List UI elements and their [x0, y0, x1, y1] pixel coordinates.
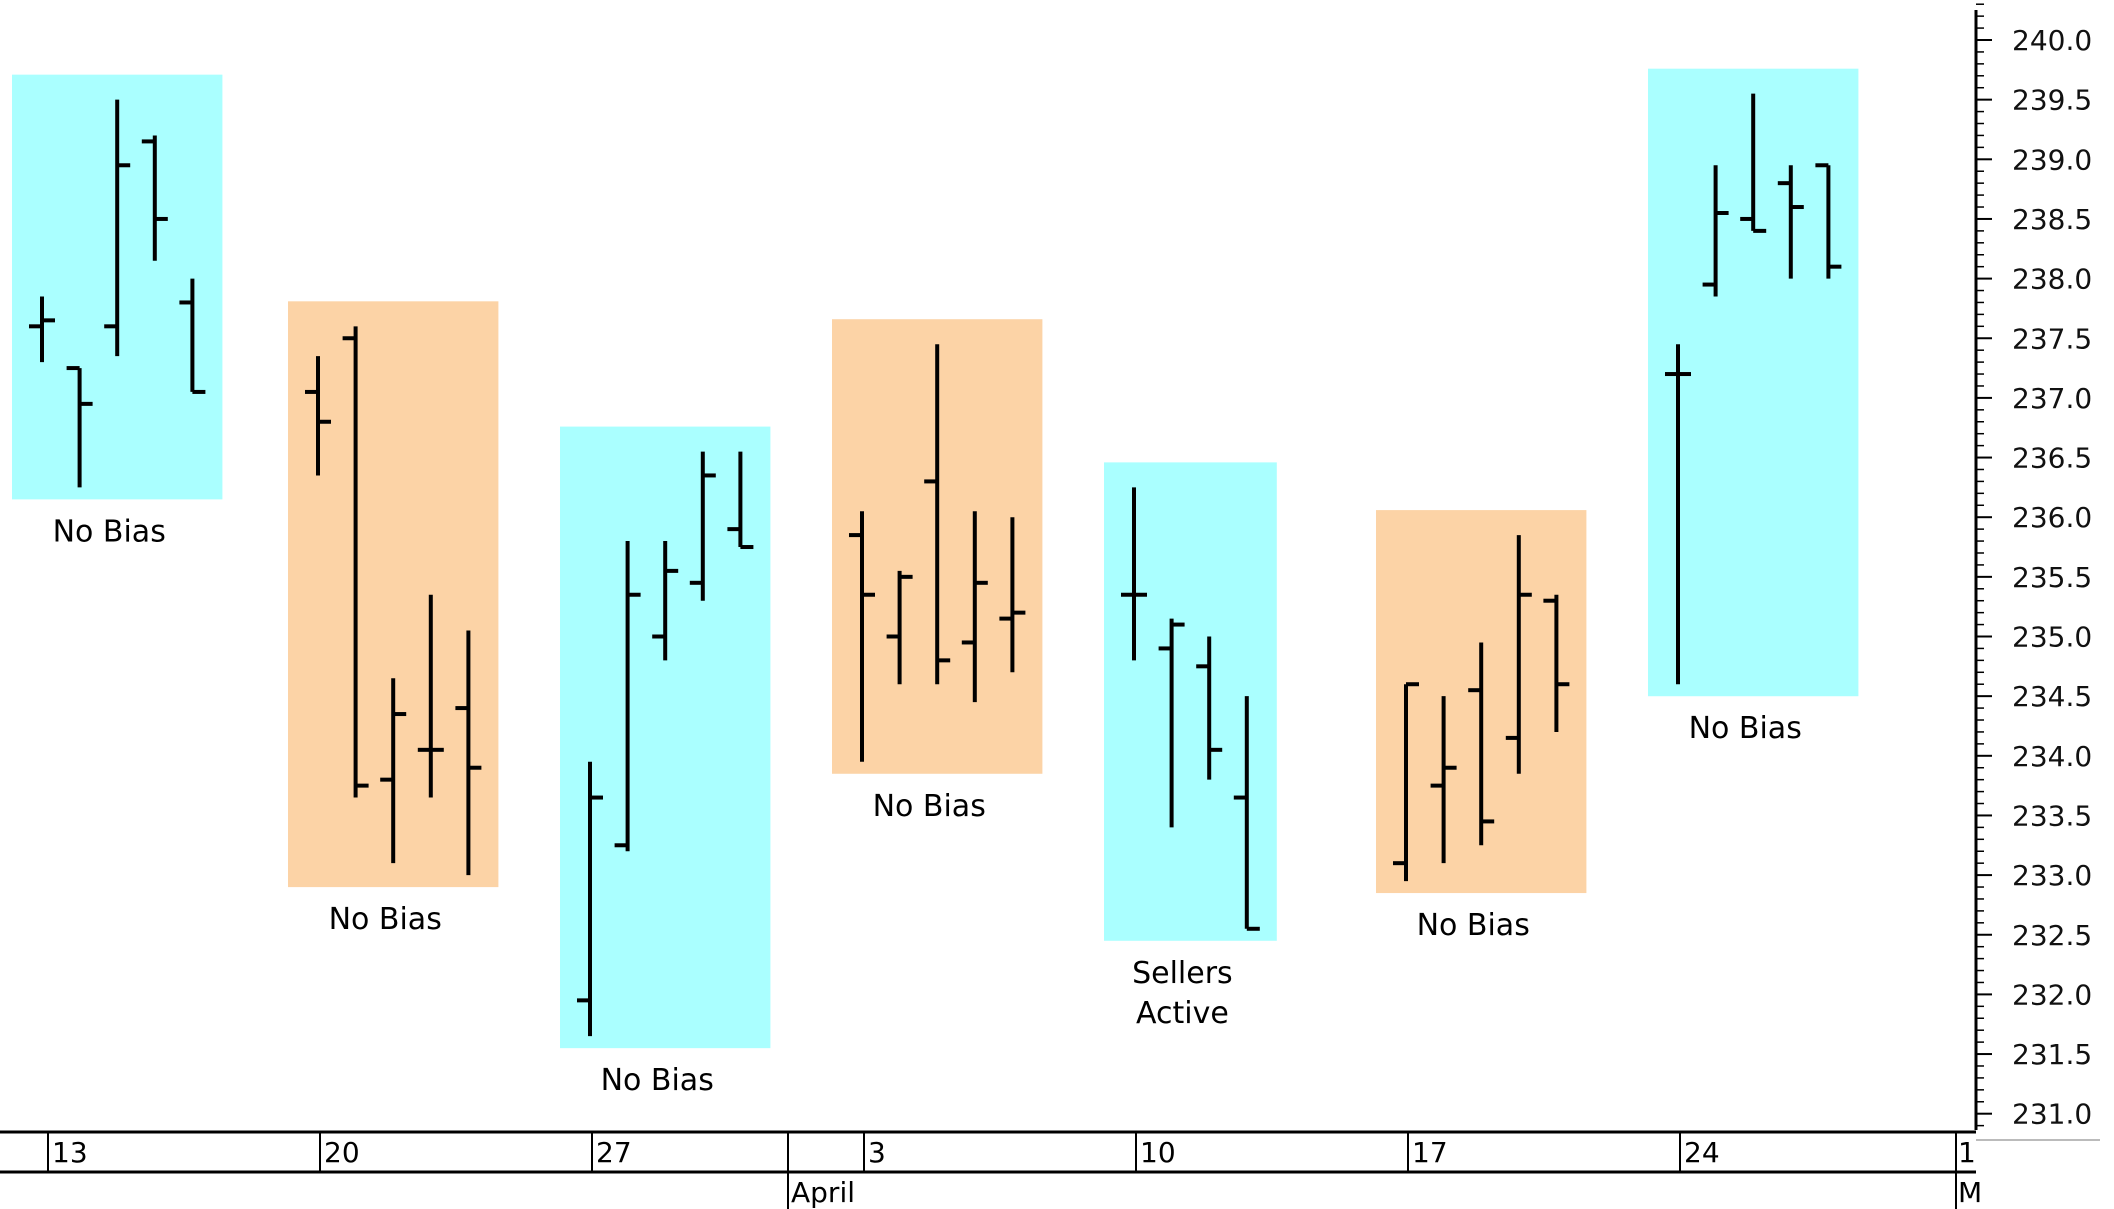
- price-bars: [29, 93, 1842, 1037]
- y-tick-label: 233.5: [2012, 799, 2092, 832]
- date-label-10: 10: [1140, 1136, 1176, 1169]
- y-tick-label: 239.0: [2012, 143, 2092, 176]
- ohlc-bar: [1665, 344, 1691, 685]
- week-label-3: No Bias: [601, 1063, 714, 1098]
- y-tick-label: 235.5: [2012, 561, 2092, 594]
- y-tick-label: 232.0: [2012, 978, 2092, 1011]
- ohlc-bar: [1777, 165, 1804, 279]
- y-tick-label: 236.5: [2012, 442, 2092, 475]
- ohlc-bar: [141, 135, 168, 261]
- ohlc-bar: [1196, 636, 1223, 780]
- ohlc-bar: [1543, 594, 1570, 732]
- ohlc-bar: [999, 517, 1026, 673]
- ohlc-bar: [577, 761, 603, 1037]
- ohlc-bar: [614, 541, 641, 852]
- ohlc-bar: [1468, 642, 1495, 846]
- ohlc-bar: [652, 541, 679, 661]
- y-tick-label: 239.5: [2012, 84, 2092, 117]
- ohlc-bar: [961, 511, 988, 703]
- ohlc-bar: [305, 356, 331, 476]
- date-label-24: 24: [1684, 1136, 1720, 1169]
- date-label-3: 3: [868, 1136, 886, 1169]
- date-label-20: 20: [324, 1136, 360, 1169]
- ohlc-bar: [1740, 93, 1767, 233]
- ohlc-bar: [342, 326, 369, 798]
- y-tick-label: 233.0: [2012, 859, 2092, 892]
- ohlc-bar: [380, 678, 407, 864]
- y-tick-label: 237.0: [2012, 382, 2092, 415]
- month-label-m: M: [1958, 1176, 1982, 1209]
- week-labels: No Bias No Bias No Bias No Bias Sellers Activ…: [53, 514, 1802, 1098]
- ohlc-bar: [727, 451, 754, 550]
- ohlc-bar: [104, 99, 131, 357]
- ohlc-bar: [29, 296, 55, 363]
- ohlc-bar: [1430, 696, 1457, 864]
- y-tick-label: 231.5: [2012, 1038, 2092, 1071]
- week-label-5: Sellers Active: [1132, 956, 1233, 1031]
- y-tick-label: 238.0: [2012, 263, 2092, 296]
- date-label-1: 1: [1958, 1136, 1976, 1169]
- date-axis: 13 20 27 3 10 17 24 1 April M: [0, 1130, 1982, 1209]
- ohlc-bar: [1702, 165, 1729, 297]
- ohlc-bar: [849, 511, 875, 762]
- week-label-6: No Bias: [1417, 908, 1530, 943]
- date-label-27: 27: [596, 1136, 632, 1169]
- ohlc-bar: [417, 594, 444, 798]
- week-box-5: [1104, 462, 1277, 941]
- ohlc-bar: [886, 570, 913, 685]
- y-tick-label: 234.5: [2012, 680, 2092, 713]
- ohlc-bar: [66, 366, 93, 488]
- ohlc-bar: [1233, 696, 1260, 931]
- y-tick-label: 240.0: [2012, 24, 2092, 57]
- week-label-4: No Bias: [873, 789, 986, 824]
- ohlc-bar: [179, 278, 206, 394]
- date-label-17: 17: [1412, 1136, 1448, 1169]
- ohlc-bar: [1393, 682, 1419, 882]
- week-label-7: No Bias: [1689, 711, 1802, 746]
- y-tick-label: 231.0: [2012, 1098, 2092, 1131]
- y-tick-label: 238.5: [2012, 203, 2092, 236]
- price-axis: 240.0 239.5 239.0 238.5 238.0 237.5 237.0 236.5…: [1974, 3, 2100, 1141]
- ohlc-bar: [689, 451, 716, 601]
- ohlc-bar: [1815, 163, 1842, 279]
- ohlc-bar: [455, 630, 482, 876]
- ohlc-bar: [1121, 487, 1147, 661]
- week-label-1: No Bias: [53, 514, 166, 549]
- ohlc-bar: [1505, 535, 1532, 774]
- y-tick-label: 237.5: [2012, 322, 2092, 355]
- ohlc-bar: [924, 344, 951, 685]
- y-tick-label: 232.5: [2012, 919, 2092, 952]
- month-label-april: April: [791, 1176, 855, 1209]
- week-label-2: No Bias: [329, 902, 442, 937]
- y-tick-label: 235.0: [2012, 621, 2092, 654]
- y-tick-label: 236.0: [2012, 501, 2092, 534]
- date-label-13: 13: [52, 1136, 88, 1169]
- y-tick-label: 234.0: [2012, 740, 2092, 773]
- ohlc-bar: [1158, 618, 1185, 828]
